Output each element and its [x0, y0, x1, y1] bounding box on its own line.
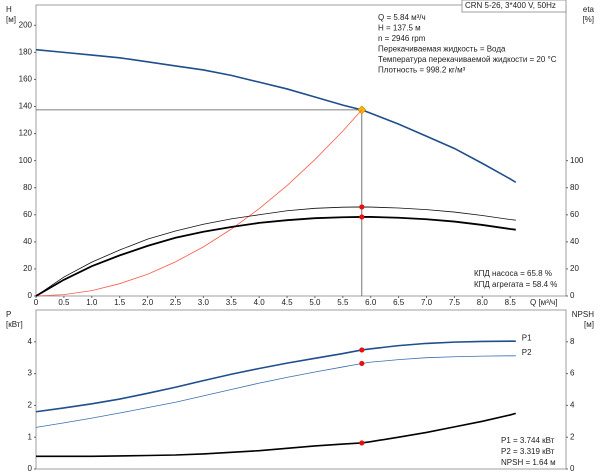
y-tick-label: 0	[28, 464, 33, 473]
y2-tick-label: 60	[570, 210, 579, 219]
y-tick-label: 180	[19, 47, 33, 56]
y-tick-label: 80	[23, 183, 32, 192]
y2-axis-label: NPSH	[572, 310, 594, 319]
info-line: H = 137.5 м	[378, 24, 421, 33]
y2-axis-unit: [%]	[582, 15, 594, 24]
y-tick-label: 160	[19, 75, 33, 84]
x-tick-label: 5.5	[337, 298, 349, 307]
y-tick-label: 3	[28, 369, 33, 378]
x-tick-label: 5.0	[309, 298, 321, 307]
y2-tick-label: 20	[570, 264, 579, 273]
y-tick-label: 0	[28, 291, 33, 300]
y2-tick-label: 8	[570, 337, 575, 346]
x-tick-label: 3.5	[226, 298, 238, 307]
curve	[35, 340, 516, 413]
curve	[35, 206, 516, 297]
x-axis-label: Q [м³/ч]	[530, 298, 557, 307]
x-tick-label: 0	[34, 298, 39, 307]
plot-frame	[35, 309, 567, 470]
curve-label: P1	[522, 333, 532, 342]
info-line: Плотность = 998.2 кг/м³	[378, 66, 466, 75]
y-tick-label: 100	[19, 156, 33, 165]
info-line: n = 2946 rpm	[378, 34, 426, 43]
y-tick-label: 1	[28, 432, 33, 441]
curve	[36, 412, 517, 458]
duty-point-marker	[359, 204, 365, 210]
curve	[35, 109, 363, 297]
value-note: P2 = 3.319 кВт	[501, 447, 555, 456]
x-tick-label: 1.0	[86, 298, 98, 307]
y2-tick-label: 6	[570, 369, 575, 378]
x-tick-label: 8.5	[505, 298, 517, 307]
x-tick-label: 6.0	[365, 298, 377, 307]
x-tick-label: 3.0	[198, 298, 210, 307]
x-tick-label: 7.5	[449, 298, 461, 307]
duty-point-marker	[359, 440, 365, 446]
y-axis-label: P	[6, 310, 11, 319]
y2-tick-label: 0	[570, 291, 575, 300]
x-tick-label: 7.0	[421, 298, 433, 307]
x-tick-label: 8.0	[477, 298, 489, 307]
info-line: Температура перекачиваемой жидкости = 20…	[378, 55, 557, 64]
y2-tick-label: 4	[570, 401, 575, 410]
y-tick-label: 120	[19, 129, 33, 138]
duty-point-marker	[359, 214, 365, 220]
corner-label-box	[461, 0, 567, 13]
y-axis-label: H	[6, 5, 12, 14]
y2-axis-unit: [м]	[584, 320, 594, 329]
value-note: P1 = 3.744 кВт	[501, 436, 555, 445]
y2-tick-label: 40	[570, 237, 579, 246]
x-tick-label: 4.5	[281, 298, 293, 307]
x-tick-label: 0.5	[58, 298, 70, 307]
x-tick-label: 2.5	[170, 298, 182, 307]
plot-frame	[35, 4, 567, 297]
curve-label: P2	[522, 348, 532, 357]
y-tick-label: 40	[23, 237, 32, 246]
x-tick-label: 1.5	[114, 298, 126, 307]
y2-tick-label: 80	[570, 183, 579, 192]
y2-tick-label: 2	[570, 432, 575, 441]
duty-point-marker	[359, 360, 365, 367]
x-tick-label: 2.0	[142, 298, 154, 307]
y2-tick-label: 100	[570, 156, 584, 165]
y-axis-unit: [м]	[6, 15, 16, 24]
y-axis-unit: [кВт]	[6, 320, 23, 329]
info-line: Перекачиваемая жидкость = Вода	[378, 45, 506, 54]
curve	[35, 355, 516, 428]
corner-label: CRN 5-26, 3*400 V, 50Hz	[465, 1, 556, 10]
duty-point-marker	[359, 347, 365, 353]
value-note: КПД насоса = 65.8 %	[474, 269, 552, 278]
y2-axis-label: eta	[583, 5, 595, 14]
y-tick-label: 20	[23, 264, 32, 273]
y-tick-label: 4	[28, 337, 33, 346]
y-tick-label: 140	[19, 102, 33, 111]
y-tick-label: 2	[28, 401, 33, 410]
y2-tick-label: 0	[570, 464, 575, 473]
x-tick-label: 6.5	[393, 298, 405, 307]
curve	[35, 48, 517, 183]
info-line: Q = 5.84 м³/ч	[378, 13, 426, 22]
value-note: КПД агрегата = 58.4 %	[474, 280, 557, 289]
curve	[35, 216, 516, 297]
y-tick-label: 60	[23, 210, 32, 219]
x-tick-label: 4.0	[254, 298, 266, 307]
y-tick-label: 200	[19, 20, 33, 29]
value-note: NPSH = 1.64 м	[501, 458, 556, 467]
